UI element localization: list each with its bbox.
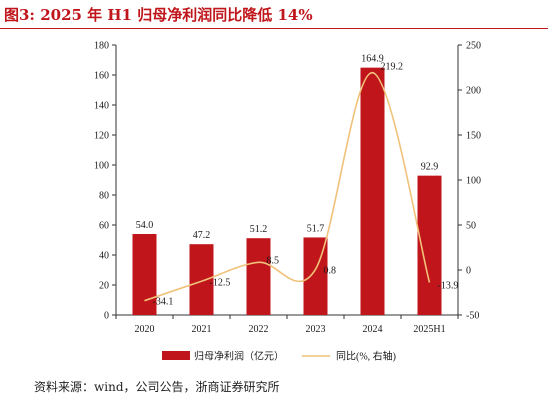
right-tick-label: 100 (466, 176, 481, 187)
x-tick-label: 2020 (135, 324, 155, 335)
bar (189, 244, 214, 315)
x-tick-label: 2025H1 (413, 324, 445, 335)
left-tick-label: 80 (99, 191, 109, 202)
line-series (144, 71, 431, 302)
bar-value-label: 54.0 (136, 220, 154, 231)
line-value-label: -13.9 (438, 281, 459, 292)
legend-bar-swatch (162, 351, 190, 360)
left-tick-label: 20 (99, 281, 109, 292)
title-rule (0, 28, 548, 29)
line-path (144, 71, 431, 302)
left-tick-label: 40 (99, 251, 109, 262)
right-tick-label: 150 (466, 131, 481, 142)
line-value-label: 0.8 (324, 265, 337, 276)
x-tick-label: 2022 (249, 324, 269, 335)
source-note: 资料来源：wind，公司公告，浙商证券研究所 (34, 380, 280, 394)
right-tick-label: 50 (466, 221, 476, 232)
left-tick-label: 140 (94, 101, 109, 112)
legend-bar-label: 归母净利润（亿元） (194, 350, 284, 363)
right-tick-label: -50 (466, 311, 479, 322)
left-tick-label: 120 (94, 131, 109, 142)
figure-title: 图3: 2025 年 H1 归母净利润同比降低 14% (4, 6, 313, 24)
left-tick-label: 60 (99, 221, 109, 232)
bar-value-label: 51.7 (307, 223, 325, 234)
line-value-label: -12.5 (210, 277, 231, 288)
bar (360, 67, 385, 316)
bar-series (132, 67, 442, 316)
left-tick-label: 160 (94, 71, 109, 82)
bar-value-label: 164.9 (361, 54, 384, 65)
x-tick-label: 2021 (192, 324, 212, 335)
legend-line-label: 同比(%, 右轴) (336, 350, 396, 363)
line-value-label: 8.5 (267, 255, 280, 266)
x-tick-label: 2023 (306, 324, 326, 335)
left-tick-label: 0 (104, 311, 109, 322)
x-tick-label: 2024 (363, 324, 383, 335)
left-tick-label: 180 (94, 41, 109, 52)
axes: 0 20 40 60 80 100 120 140 160 180 -50 0 50 100 150 200 2… (94, 41, 481, 336)
right-tick-label: 200 (466, 86, 481, 97)
bar-value-label: 51.2 (250, 224, 268, 235)
right-tick-label: 0 (466, 266, 471, 277)
right-tick-label: 250 (466, 41, 481, 52)
left-tick-label: 100 (94, 161, 109, 172)
bar-value-label: 47.2 (193, 230, 211, 241)
data-labels: 54.0 47.2 51.2 51.7 164.9 92.9 -34.1 -12.5 8.5 0.… (136, 54, 459, 308)
bar (132, 234, 157, 315)
legend: 归母净利润（亿元） 同比(%, 右轴) (162, 350, 396, 363)
line-value-label: 219.2 (381, 62, 404, 73)
bar (246, 238, 271, 315)
bar-value-label: 92.9 (421, 162, 439, 173)
line-value-label: -34.1 (153, 297, 174, 308)
